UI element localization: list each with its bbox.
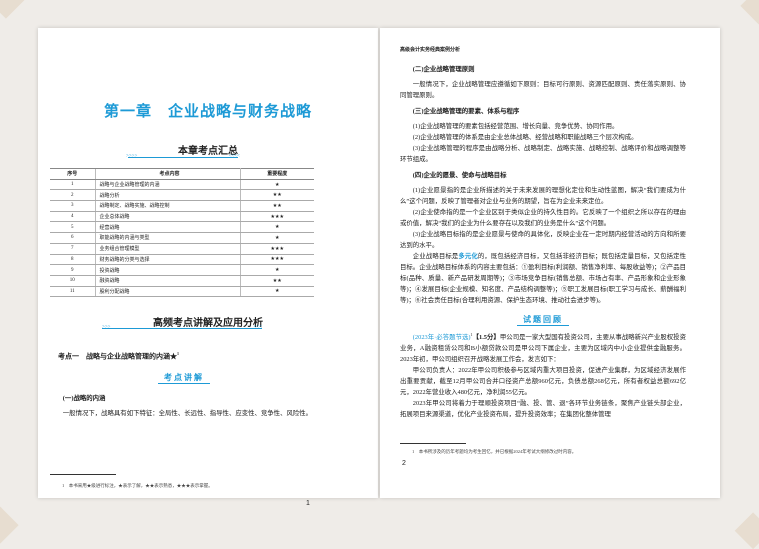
footnote-ref: 1 [470,332,473,337]
footnote-ref: 1 [177,351,179,356]
row-topic: 战略制定、战略实施、战略控制 [94,200,241,212]
row-number: 3 [50,200,95,212]
page-corner-decoration [740,0,759,25]
row-number: 2 [50,189,95,202]
row-importance: ★★★ [240,254,314,266]
heading: (三)企业战略管理的要素、体系与程序 [412,108,520,115]
row-number: 10 [50,275,95,287]
row-importance: ★★ [240,189,314,202]
text: 甲公司是一家大型国有投资公司，主要从事战略新兴产业股权投资业务，A融资租赁公司和… [400,334,686,364]
question-tag: (2023年·必答题节选) [412,334,471,342]
row-topic: 股利分配战略 [94,286,241,298]
row-topic: 战略与企业战略管理的内涵 [94,179,241,191]
row-topic: 职能战略的内涵与类型 [94,232,241,244]
paragraph: (3)企业战略目标指的是企业愿景与使命的具体化，反映企业在一定时期内经营活动的方… [400,231,686,249]
col-header: 考点内容 [94,168,241,180]
row-number: 7 [50,243,95,255]
paragraph: (1)企业愿景指的是企业所描述的关于未来发展的理想化定位和生动性蓝图，解决“我们… [400,187,686,205]
row-topic: 战略分析 [94,189,241,202]
heading: (四)企业的愿景、使命与战略目标 [412,172,507,179]
row-importance: ★ [240,264,314,276]
row-importance: ★ [240,232,314,244]
running-header: 高级会计实务经典案例分析 [400,47,461,53]
paragraph: 2023年甲公司将着力于理顺投资项目“融、投、管、退”各环节业务链条，聚焦产业链… [400,400,686,419]
row-importance: ★★★ [240,243,314,255]
paragraph: 企业战略目标是多元化的，既包括经济目标，又包括非经济目标；既包括定量目标，又包括… [400,251,686,306]
row-number: 6 [50,232,95,244]
text: 企业战略目标是 [412,253,459,260]
row-number: 4 [50,211,95,223]
row-number: 8 [50,254,95,266]
footnote: 1 本书采用★级进行标注，★表示了解，★★表示熟悉，★★★表示掌握。 [62,483,213,488]
page-number: 2 [402,460,406,467]
paragraph: 一般情况下，战略具有如下特征：全局性、长远性、指导性、应变性、竞争性、风险性。 [62,410,313,417]
paragraph: 甲公司负责人：2022年甲公司积极参与区域内重大项目投资，促进产业集群，为区域经… [400,367,686,397]
row-importance: ★★ [240,200,314,212]
row-importance: ★★ [240,275,314,287]
left-page: 第一章 企业战略与财务战略 本章考点汇总 >>>> <<<< 序号 考点内容 重要… [38,28,378,507]
sub-title: 考点讲解 [158,372,210,384]
section-title: 高频考点讲解及应用分析 [153,318,263,329]
row-topic: 投资战略 [94,264,241,276]
col-header: 序号 [50,168,95,180]
col-header: 重要程度 [240,168,314,180]
footnote-rule [400,443,466,444]
paragraph: (2)企业战略管理的体系是由企业总体战略、经营战略和职能战略三个层次构成。 [412,134,638,141]
paragraph: (3)企业战略管理的程序是由战略分析、战略制定、战略实施、战略控制、战略评价和战… [400,145,686,163]
row-topic: 企业总体战略 [94,211,241,223]
row-importance: ★ [240,179,314,191]
row-importance: ★★★ [240,211,314,223]
table-row: 7 业务组合管理模型 ★★★ [50,243,314,255]
text: 的，既包括经济目标，又包括非经济目标；既包括定量目标，又包括定性目标。企业战略目… [400,253,687,304]
right-page: 高级会计实务经典案例分析 (二)企业战略管理原则 一般情况下，企业战略管理应遵循… [380,28,720,498]
row-topic: 财务战略的分类与选择 [94,254,241,266]
row-number: 1 [50,179,95,191]
page-corner-decoration [0,0,25,19]
highlight: 多元化 [458,253,478,260]
table-row: 9 投资战略 ★ [50,264,314,276]
table-row: 5 经营战略 ★ [50,221,314,234]
row-importance: ★ [240,286,314,298]
table-row: 3 战略制定、战略实施、战略控制 ★★ [50,200,314,212]
point-title: 考点一 战略与企业战略管理的内涵★1 [58,351,179,361]
paragraph: 一般情况下，企业战略管理应遵循如下原则：目标可行原则、资源匹配原则、责任落实原则… [400,81,686,99]
row-number: 5 [50,221,95,234]
sub-title: 试题回顾 [517,314,569,326]
table-row: 6 职能战略的内涵与类型 ★ [50,232,314,244]
table-row: 11 股利分配战略 ★ [50,286,314,298]
summary-title: 本章考点汇总 [178,146,238,157]
row-number: 11 [50,286,95,298]
table-row: 10 融资战略 ★★ [50,275,314,287]
chapter-title: 第一章 企业战略与财务战略 [103,103,312,120]
page-number: 1 [306,500,310,507]
heading: (一)战略的内涵 [62,395,106,402]
row-topic: 融资战略 [94,275,241,287]
summary-table: 序号 考点内容 重要程度 1 战略与企业战略管理的内涵 ★ 2 战略分析 ★★ 3 战略制定、… [50,168,314,298]
question-score: 【1.5分】 [472,334,500,342]
title-underline: >>>> <<<< [126,154,240,159]
point-title-text: 考点一 战略与企业战略管理的内涵★ [58,352,177,361]
footnote: 1 本书所涉及的历年考题均为考生回忆，并已根据2024年考试大纲修改过时内容。 [412,449,577,454]
row-topic: 业务组合管理模型 [94,243,241,255]
paragraph: (2)企业使命指的是一个企业区别于类似企业的持久性目的。它反映了一个组织之所以存… [400,209,686,227]
paragraph: (1)企业战略管理的要素包括经营范围、增长向量、竞争优势、协同作用。 [412,123,619,130]
question-paragraph: (2023年·必答题节选)1【1.5分】甲公司是一家大型国有投资公司，主要从事战… [400,329,686,365]
row-number: 9 [50,264,95,276]
table-row: 4 企业总体战略 ★★★ [50,211,314,223]
row-importance: ★ [240,221,314,234]
footnote-rule [50,474,116,475]
title-underline: >>> <<< [102,325,262,330]
table-row: 2 战略分析 ★★ [50,189,314,202]
page-corner-decoration [0,506,19,544]
table-row: 1 战略与企业战略管理的内涵 ★ [50,179,314,191]
table-row: 8 财务战略的分类与选择 ★★★ [50,254,314,266]
heading: (二)企业战略管理原则 [412,66,475,73]
row-topic: 经营战略 [94,221,241,234]
